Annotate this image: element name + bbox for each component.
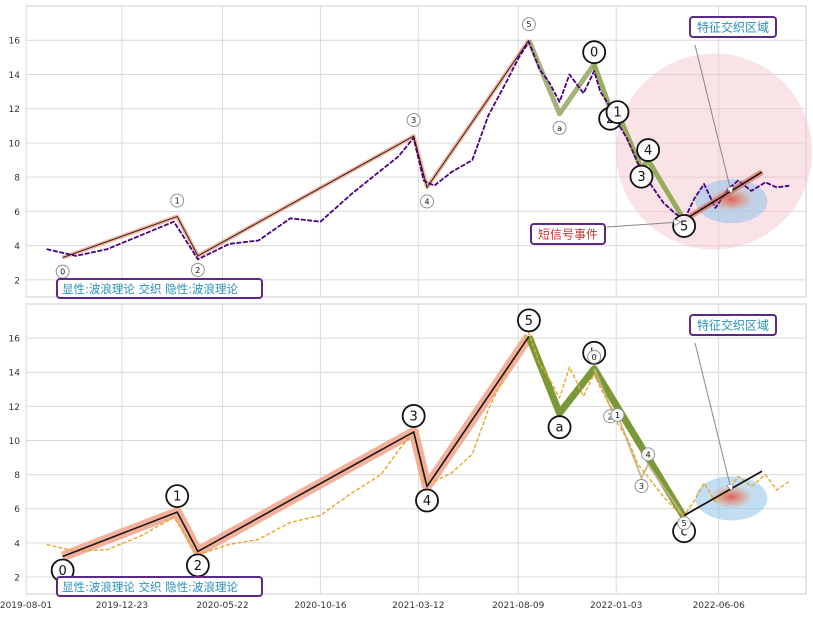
- wave-label-main: 5: [525, 314, 533, 329]
- short-signal-label: 短信号事件: [538, 228, 598, 242]
- wave-line-main: [62, 39, 530, 259]
- wave-label-secondary: 1: [613, 106, 621, 121]
- feature-zone-label-box: [689, 314, 777, 336]
- wave-label-main-marker: [401, 404, 426, 428]
- y-tick-label: 16: [9, 37, 21, 47]
- x-tick-label: 2020-05-22: [196, 601, 248, 611]
- wave-label-main: 4: [423, 494, 431, 509]
- wave-label-abc-marker: [547, 415, 572, 440]
- feature-zone-arrow: [694, 44, 731, 193]
- wave-label-main: 2: [195, 266, 200, 275]
- y-tick-label: 8: [14, 174, 20, 184]
- wave-label-secondary: 4: [644, 144, 652, 159]
- wave-label-main: 1: [175, 197, 180, 206]
- wave-label-main-marker: [170, 193, 185, 208]
- y-tick-label: 8: [14, 471, 20, 481]
- feature-zone-label: 特征交织区域: [697, 318, 769, 333]
- wave-label-secondary-marker: [605, 100, 630, 125]
- wave-label-main-marker: [521, 17, 536, 32]
- wave-label-abc: a: [556, 421, 564, 436]
- wave-label-secondary: 3: [639, 482, 644, 491]
- wave-label-main: 4: [424, 197, 429, 206]
- wave-label-main: 1: [173, 490, 181, 505]
- y-tick-label: 2: [14, 573, 20, 583]
- wave-line-main: [62, 335, 530, 558]
- wave-label-secondary: 0: [592, 353, 597, 362]
- y-tick-label: 10: [9, 139, 21, 149]
- y-tick-label: 4: [14, 539, 20, 549]
- wave-label-main-marker: [165, 484, 190, 509]
- x-tick-label: 2022-01-03: [590, 601, 642, 611]
- wave-label-secondary-marker: [610, 407, 625, 422]
- wave-label-secondary: 1: [615, 411, 620, 420]
- wave-band-corrective: [526, 39, 597, 117]
- feature-zone-label-box: [689, 16, 777, 38]
- wave-label-secondary-marker: [629, 164, 654, 189]
- wave-label-secondary: 5: [682, 519, 687, 528]
- wave-label-main-marker: [420, 194, 434, 209]
- legend-text: 显性:波浪理论 交织 隐性:波浪理论: [62, 282, 239, 296]
- wave-label-main: 3: [411, 116, 416, 125]
- y-tick-label: 10: [9, 437, 21, 447]
- x-tick-label: 2022-06-06: [693, 601, 746, 611]
- wave-label-secondary: 5: [680, 219, 688, 234]
- wave-label-secondary: 3: [637, 170, 645, 185]
- wave-label-main: 2: [194, 559, 202, 574]
- short-signal-label-box: [530, 223, 606, 245]
- legend-text: 显性:波浪理论 交织 隐性:波浪理论: [62, 580, 239, 594]
- wave-label-secondary: 4: [646, 450, 651, 459]
- wave-label-main-marker: [190, 262, 205, 277]
- wave-label-secondary: 0: [590, 46, 598, 61]
- wave-label-main: 5: [526, 20, 531, 29]
- feature-zone-hotspot: [709, 484, 754, 509]
- wave-label-secondary-marker: [641, 447, 656, 462]
- legend-box: [56, 278, 263, 299]
- wave-label-secondary-marker: [634, 479, 649, 493]
- x-tick-label: 2021-08-09: [492, 601, 545, 611]
- y-tick-label: 16: [9, 335, 21, 345]
- x-tick-label: 2021-03-12: [392, 601, 444, 611]
- y-tick-label: 12: [9, 403, 20, 413]
- y-tick-label: 14: [9, 71, 21, 81]
- y-tick-label: 14: [9, 369, 21, 379]
- y-tick-label: 6: [14, 505, 20, 515]
- wave-label-main: 0: [58, 564, 66, 579]
- wave-label-secondary: 2: [608, 412, 613, 421]
- short-signal-arrow: [606, 222, 680, 228]
- wave-label-main: 0: [60, 268, 65, 277]
- price-series-line: [46, 332, 790, 556]
- wave-label-secondary-marker: [582, 40, 607, 65]
- trend-line: [683, 171, 763, 221]
- wave-label-abc-marker: [552, 120, 567, 135]
- legend-box: [56, 576, 263, 597]
- feature-zone-arrow: [694, 342, 731, 490]
- wave-label-abc: c: [681, 525, 688, 540]
- x-tick-label: 2019-08-01: [0, 601, 52, 611]
- wave-label-main-marker: [406, 113, 421, 128]
- wave-label-secondary-marker: [587, 349, 602, 364]
- x-tick-label: 2020-10-16: [294, 601, 347, 611]
- y-tick-label: 2: [14, 276, 20, 286]
- wave-label-main: 3: [410, 409, 418, 424]
- y-tick-label: 6: [14, 208, 20, 218]
- wave-label-main-marker: [517, 308, 541, 333]
- x-tick-label: 2019-12-23: [96, 601, 148, 611]
- feature-zone-hotspot: [709, 187, 754, 212]
- y-tick-label: 12: [9, 105, 20, 115]
- wave-label-main-marker: [415, 488, 439, 513]
- trend-line: [683, 470, 763, 517]
- wave-label-secondary-marker: [677, 516, 692, 531]
- wave-band-corrective: [525, 335, 688, 520]
- price-series-line: [46, 41, 790, 261]
- y-tick-label: 4: [14, 242, 20, 252]
- feature-zone-label: 特征交织区域: [697, 20, 769, 35]
- wave-label-secondary-marker: [636, 138, 661, 162]
- chart-panel-top: 246810121416012345ab021345特征交织区域短信号事件显性:…: [9, 5, 813, 299]
- wave-label-abc: a: [557, 124, 562, 133]
